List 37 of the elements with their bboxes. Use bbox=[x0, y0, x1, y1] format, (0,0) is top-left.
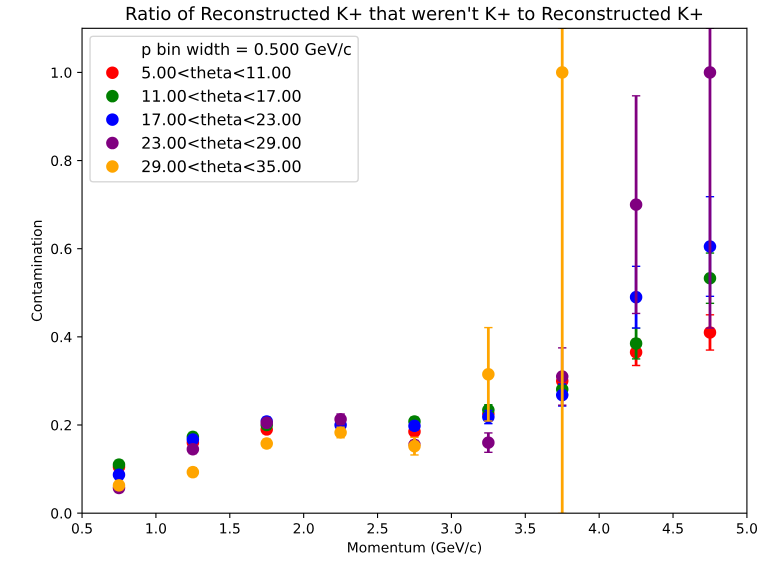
point bbox=[630, 198, 642, 211]
y-tick-label: 0.4 bbox=[51, 332, 72, 342]
point bbox=[112, 458, 126, 471]
legend-label: 11.00<theta<17.00 bbox=[142, 90, 301, 102]
x-axis-title: Momentum (GeV/c) bbox=[348, 542, 482, 554]
y-tick-label: 0.0 bbox=[51, 508, 72, 519]
point bbox=[186, 433, 200, 446]
legend-label: 5.00<theta<11.00 bbox=[142, 66, 290, 79]
x-tick-label: 2.0 bbox=[294, 523, 314, 534]
point bbox=[186, 466, 200, 478]
legend-label: 17.00<theta<23.00 bbox=[142, 113, 301, 126]
y-tick-label: 0.6 bbox=[51, 244, 72, 254]
legend-label: 23.00<theta<29.00 bbox=[142, 136, 301, 149]
x-tick-label: 0.5 bbox=[72, 523, 92, 534]
point bbox=[260, 437, 273, 450]
point bbox=[482, 368, 495, 381]
y-tick-label: 1.0 bbox=[52, 67, 72, 78]
legend-label: 29.00<theta<35.00 bbox=[142, 160, 301, 172]
y-tick-label: 0.2 bbox=[51, 420, 71, 430]
point bbox=[482, 436, 495, 449]
point bbox=[704, 66, 716, 79]
x-tick-label: 3.0 bbox=[441, 523, 462, 534]
x-tick-label: 5.0 bbox=[736, 523, 758, 534]
point bbox=[704, 326, 716, 339]
point bbox=[630, 337, 642, 350]
x-tick-label: 3.5 bbox=[515, 523, 536, 534]
chart-title: Ratio of Reconstructed K+ that weren't K+ to Reconstructed K+ bbox=[126, 6, 702, 20]
point bbox=[556, 66, 568, 79]
x-tick-label: 4.5 bbox=[662, 523, 683, 534]
x-tick-label: 1.5 bbox=[220, 523, 240, 534]
x-tick-label: 4.0 bbox=[588, 523, 610, 534]
y-tick-label: 0.8 bbox=[51, 156, 72, 166]
point bbox=[408, 420, 421, 432]
legend-title: p bin width = 0.500 GeV/c bbox=[142, 42, 351, 58]
y-axis-title: Contamination bbox=[31, 220, 42, 322]
x-tick-label: 1.0 bbox=[146, 523, 166, 534]
x-tick-label: 2.5 bbox=[368, 523, 388, 534]
